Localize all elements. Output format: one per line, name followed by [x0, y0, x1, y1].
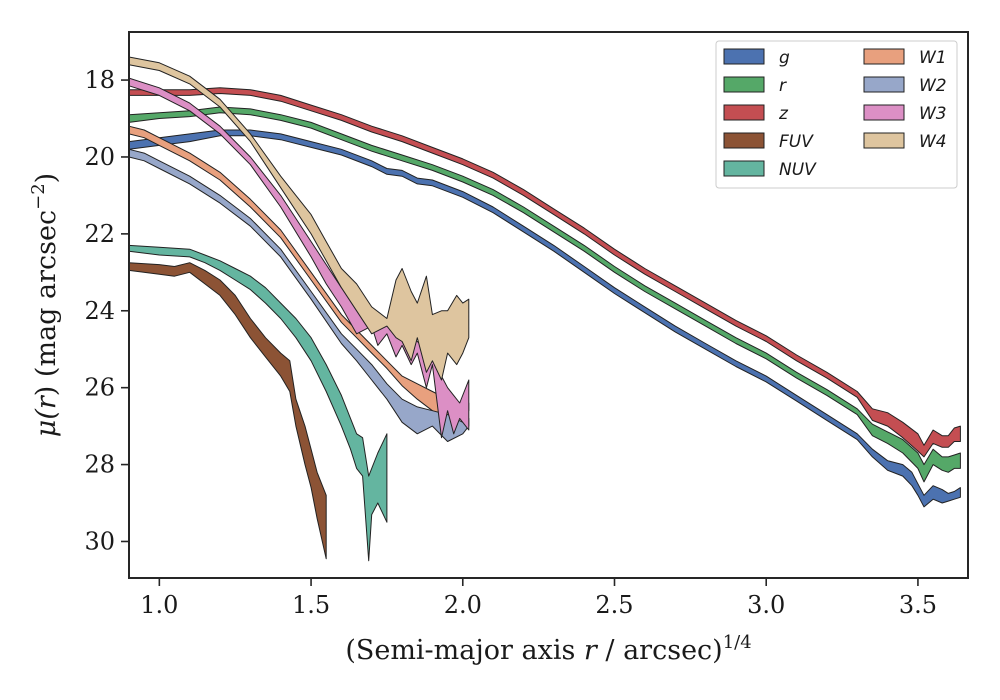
y-axis-label: μ(r) (mag arcsec−2) [28, 173, 62, 437]
x-tick-label: 3.0 [747, 591, 785, 619]
legend-swatch-z [723, 104, 765, 121]
series-band-z [128, 87, 961, 458]
x-axis-ticks: 1.0 1.5 2.0 2.5 3.0 3.5 [140, 578, 937, 619]
legend-swatch-g [723, 48, 765, 65]
y-tick-label: 20 [84, 143, 115, 171]
series-layer [128, 56, 961, 562]
legend-swatch-w2 [863, 76, 905, 93]
legend-swatch-nuv [723, 160, 765, 177]
legend-label-r: r [779, 76, 787, 96]
legend-label-w2: W2 [919, 76, 947, 96]
series-band-fuv [128, 262, 327, 560]
x-tick-label: 1.5 [292, 591, 330, 619]
legend-label-w4: W4 [919, 132, 947, 152]
x-axis-label: (Semi-major axis r / arcsec)1/4 [345, 632, 751, 666]
legend-swatch-fuv [723, 132, 765, 149]
legend-swatch-w4 [863, 132, 905, 149]
legend: grz FUV NUV W1 W2 W3 W4 [715, 40, 958, 189]
axes-frame [128, 31, 969, 579]
x-tick-label: 3.5 [899, 591, 937, 619]
legend-label-g: g [779, 48, 790, 68]
legend-swatch-w1 [863, 48, 905, 65]
legend-label-fuv: FUV [779, 132, 814, 152]
series-band-w4 [128, 56, 470, 381]
legend-label-w3: W3 [919, 104, 947, 124]
y-axis-ticks: 18 20 22 24 26 28 30 [84, 66, 129, 555]
x-tick-label: 2.5 [595, 591, 633, 619]
x-tick-label: 2.0 [444, 591, 482, 619]
x-tick-label: 1.0 [140, 591, 178, 619]
legend-swatch-w3 [863, 104, 905, 121]
legend-label-nuv: NUV [779, 160, 817, 180]
y-tick-label: 18 [84, 66, 115, 94]
y-tick-label: 22 [84, 220, 115, 248]
legend-label-z: z [778, 104, 789, 124]
y-tick-label: 30 [84, 527, 115, 555]
y-tick-label: 24 [84, 297, 115, 325]
y-tick-label: 26 [84, 374, 115, 402]
y-tick-label: 28 [84, 451, 115, 479]
series-band-g [128, 129, 961, 508]
legend-label-w1: W1 [919, 48, 947, 68]
series-band-nuv [128, 244, 388, 562]
legend-swatch-r [723, 76, 765, 93]
series-band-r [128, 106, 961, 483]
